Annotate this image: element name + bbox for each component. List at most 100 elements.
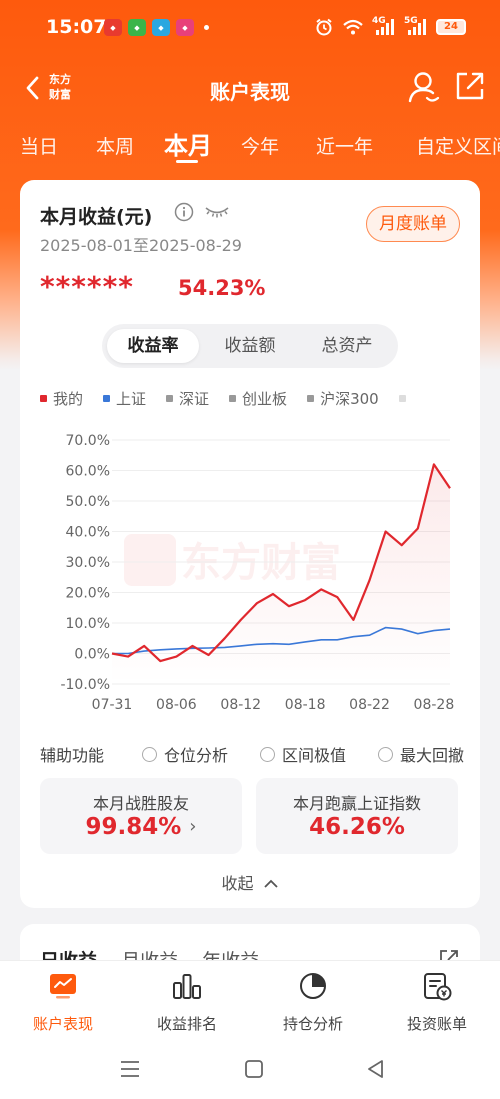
bill-icon: [424, 973, 452, 1001]
tab-year[interactable]: 今年: [241, 136, 280, 158]
legend-label: 上证: [116, 389, 147, 408]
legend-item-mine[interactable]: 我的: [40, 386, 83, 410]
network-type-1: 4G: [372, 16, 386, 26]
option-label: 最大回撤: [400, 746, 465, 765]
tab-underline: [176, 160, 198, 163]
user-eye-icon: [408, 72, 440, 103]
app-notification-icon: ◆: [176, 19, 194, 36]
back-button[interactable]: [14, 70, 50, 106]
chevron-left-icon: [26, 76, 39, 100]
menu-icon[interactable]: [120, 1060, 140, 1078]
nav-holdings-analysis[interactable]: 持仓分析: [258, 967, 368, 1034]
tab-custom-range[interactable]: 自定义区间: [416, 136, 500, 158]
radio-icon: [142, 746, 157, 762]
y-tick-label: 0.0%: [74, 647, 110, 663]
option-range-extremes[interactable]: 区间极值: [260, 742, 346, 766]
y-tick-label: 60.0%: [66, 464, 110, 480]
logo-line-2: 财富: [49, 88, 71, 101]
system-navigation-bar: [0, 1042, 500, 1099]
card-title: 本月收益(元): [40, 206, 153, 228]
segment-return-amount[interactable]: 收益额: [224, 336, 276, 356]
tab-month[interactable]: 本月: [164, 132, 212, 160]
legend-marker: [166, 394, 174, 402]
tab-last-year[interactable]: 近一年: [316, 136, 374, 158]
status-app-icons: ◆ ◆ ◆ ◆: [104, 19, 209, 36]
nav-bar: 东方 财富 账户表现: [0, 60, 500, 116]
stat-value-text: 99.84%: [85, 814, 182, 840]
info-icon: [174, 202, 194, 222]
home-icon[interactable]: [244, 1059, 264, 1079]
tab-week[interactable]: 本周: [96, 136, 135, 158]
info-button[interactable]: [174, 202, 194, 226]
y-tick-label: 70.0%: [66, 433, 110, 449]
legend-marker: [398, 394, 406, 402]
segment-return-rate[interactable]: 收益率: [107, 329, 199, 363]
watermark: 东方财富: [124, 534, 341, 586]
y-tick-label: 10.0%: [66, 616, 110, 632]
eastmoney-logo: 东方 财富: [46, 72, 74, 102]
segment-total-assets[interactable]: 总资产: [321, 336, 373, 356]
radio-icon: [260, 746, 275, 762]
legend-label: 深证: [179, 389, 210, 408]
stat-value: 99.84% ›: [40, 814, 242, 840]
nav-investment-bill[interactable]: 投资账单: [382, 967, 492, 1034]
option-position-analysis[interactable]: 仓位分析: [142, 742, 228, 766]
x-tick-label: 08-22: [349, 697, 390, 713]
series-line-mine: [111, 463, 451, 663]
option-label: 仓位分析: [164, 746, 229, 765]
monthly-bill-button[interactable]: 月度账单: [366, 206, 460, 242]
nav-return-ranking[interactable]: 收益排名: [132, 967, 242, 1034]
auxiliary-functions: 辅助功能 仓位分析 区间极值 最大回撤: [40, 742, 470, 766]
watermark-text: 东方财富: [181, 540, 341, 586]
pie-chart-icon: [300, 973, 326, 999]
wifi-icon: [343, 19, 363, 35]
nav-label: 投资账单: [406, 1015, 467, 1033]
back-triangle-icon[interactable]: [366, 1059, 386, 1079]
toggle-visibility-button[interactable]: [204, 204, 230, 224]
y-tick-label: 40.0%: [66, 525, 110, 541]
stat-value: 46.26%: [309, 814, 405, 840]
date-range: 2025-08-01至2025-08-29: [40, 236, 242, 255]
status-time: 15:07: [46, 16, 107, 38]
x-tick-label: 07-31: [92, 697, 133, 713]
tab-today[interactable]: 当日: [20, 136, 59, 158]
x-tick-label: 08-06: [156, 697, 197, 713]
signal-5g-icon: 5G: [404, 16, 428, 36]
y-tick-label: 20.0%: [66, 586, 110, 602]
metric-segmented-control: 收益率 收益额 总资产: [102, 324, 398, 368]
signal-4g-icon: 4G: [372, 16, 396, 36]
x-tick-label: 08-28: [414, 697, 455, 713]
share-button[interactable]: [454, 70, 486, 106]
legend-item-szse[interactable]: 深证: [166, 386, 209, 410]
option-max-drawdown[interactable]: 最大回撤: [378, 742, 464, 766]
collapse-button[interactable]: 收起: [20, 870, 480, 894]
app-notification-icon: ◆: [152, 19, 170, 36]
option-label: 区间极值: [282, 746, 347, 765]
chart-card-icon: [50, 974, 76, 999]
radio-icon: [378, 746, 393, 762]
chevron-right-icon: ›: [189, 816, 197, 837]
legend-label: 沪深300: [320, 389, 379, 408]
account-button[interactable]: [408, 70, 440, 108]
network-type-2: 5G: [404, 16, 418, 26]
legend-item-sse[interactable]: 上证: [103, 386, 146, 410]
legend-marker: [40, 394, 47, 402]
beat-peers-stat[interactable]: 本月战胜股友 99.84% ›: [40, 778, 242, 854]
more-notifications-dot: [204, 25, 209, 30]
beat-index-stat: 本月跑赢上证指数 46.26%: [256, 778, 458, 854]
monthly-summary-card: 本月收益(元) 2025-08-01至2025-08-29 月度账单 *****…: [20, 180, 480, 908]
nav-label: 持仓分析: [282, 1015, 343, 1033]
x-tick-label: 08-12: [220, 697, 261, 713]
nav-label: 收益排名: [156, 1015, 217, 1033]
page-title: 账户表现: [210, 80, 290, 104]
app-notification-icon: ◆: [104, 19, 122, 36]
return-rate-chart[interactable]: 东方财富 70.0% 60.0% 50.0% 40.0% 30.0% 20.0% 10.0%…: [36, 424, 464, 714]
legend-item-more[interactable]: [398, 386, 412, 410]
share-icon: [456, 72, 484, 100]
legend-item-csi300[interactable]: 沪深300: [307, 386, 379, 410]
legend-label: 创业板: [242, 389, 288, 408]
mine-area-fill: [112, 464, 450, 684]
nav-account-performance[interactable]: 账户表现: [8, 967, 118, 1034]
eye-closed-icon: [205, 207, 229, 218]
legend-item-chinext[interactable]: 创业板: [229, 386, 287, 410]
